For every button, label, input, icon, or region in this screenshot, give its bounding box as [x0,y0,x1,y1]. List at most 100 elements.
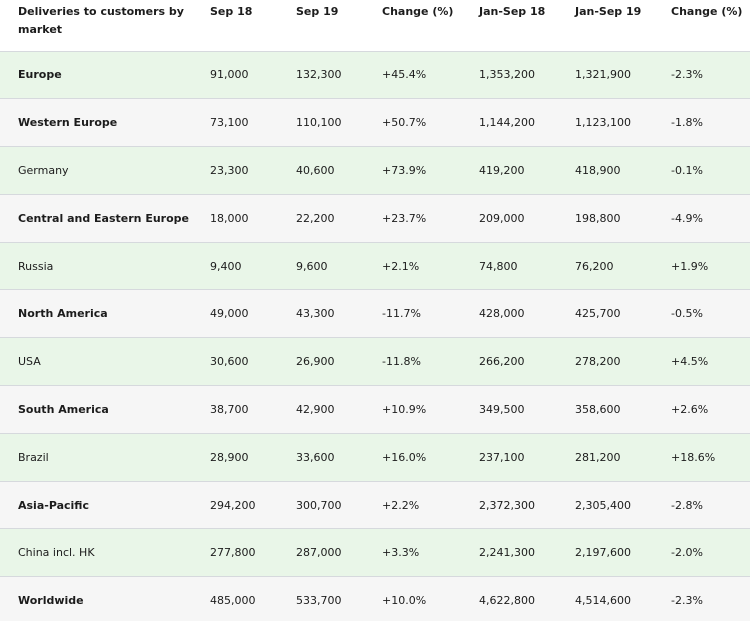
header-market: Deliveries to customers by market [0,0,210,51]
table-row: Europe 91,000 132,300 +45.4% 1,353,200 1,321,… [0,51,750,99]
change-ytd-cell: -2.0% [671,528,750,577]
market-cell: Brazil [0,433,210,482]
header-row: Deliveries to customers by market Sep 18… [0,0,750,51]
table-row: Russia 9,400 9,600 +2.1% 74,800 76,200 +1.9% [0,242,750,290]
table-row: Brazil 28,900 33,600 +16.0% 237,100 281,200 +1… [0,433,750,482]
jan-sep-19-cell: 278,200 [575,337,671,386]
change-month-cell: +73.9% [382,146,479,195]
jan-sep-18-cell: 1,353,200 [479,51,575,99]
table-row: Central and Eastern Europe 18,000 22,200 +2… [0,194,750,243]
market-cell: Western Europe [0,98,210,147]
sep-19-cell: 22,200 [296,194,382,243]
table-row: Worldwide 485,000 533,700 +10.0% 4,622,800 4,… [0,576,750,621]
jan-sep-19-cell: 425,700 [575,289,671,338]
market-cell: China incl. HK [0,528,210,577]
change-month-cell: +23.7% [382,194,479,243]
jan-sep-19-cell: 76,200 [575,242,671,290]
sep-18-cell: 38,700 [210,385,296,434]
jan-sep-18-cell: 74,800 [479,242,575,290]
jan-sep-19-cell: 281,200 [575,433,671,482]
change-month-cell: +2.2% [382,481,479,529]
header-change-ytd: Change (%) [671,0,750,51]
change-ytd-cell: -0.1% [671,146,750,195]
jan-sep-18-cell: 2,241,300 [479,528,575,577]
sep-18-cell: 485,000 [210,576,296,621]
header-jan-sep-19: Jan-Sep 19 [575,0,671,51]
sep-19-cell: 110,100 [296,98,382,147]
jan-sep-18-cell: 4,622,800 [479,576,575,621]
change-ytd-cell: -2.3% [671,51,750,99]
change-month-cell: +50.7% [382,98,479,147]
change-ytd-cell: -0.5% [671,289,750,338]
sep-19-cell: 287,000 [296,528,382,577]
table-header: Deliveries to customers by market Sep 18… [0,0,750,51]
jan-sep-19-cell: 358,600 [575,385,671,434]
table-row: China incl. HK 277,800 287,000 +3.3% 2,241,3… [0,528,750,577]
jan-sep-19-cell: 2,305,400 [575,481,671,529]
change-month-cell: -11.7% [382,289,479,338]
change-month-cell: -11.8% [382,337,479,386]
sep-18-cell: 23,300 [210,146,296,195]
change-month-cell: +3.3% [382,528,479,577]
change-month-cell: +16.0% [382,433,479,482]
change-month-cell: +2.1% [382,242,479,290]
sep-19-cell: 40,600 [296,146,382,195]
change-ytd-cell: -1.8% [671,98,750,147]
sep-18-cell: 294,200 [210,481,296,529]
market-cell: Asia-Pacific [0,481,210,529]
header-jan-sep-18: Jan-Sep 18 [479,0,575,51]
sep-19-cell: 132,300 [296,51,382,99]
table-row: Western Europe 73,100 110,100 +50.7% 1,144,2… [0,98,750,147]
jan-sep-19-cell: 2,197,600 [575,528,671,577]
market-cell: Russia [0,242,210,290]
change-ytd-cell: -2.3% [671,576,750,621]
header-change-month: Change (%) [382,0,479,51]
change-month-cell: +10.9% [382,385,479,434]
sep-18-cell: 28,900 [210,433,296,482]
sep-19-cell: 533,700 [296,576,382,621]
table-row: North America 49,000 43,300 -11.7% 428,000 42… [0,289,750,338]
sep-18-cell: 277,800 [210,528,296,577]
jan-sep-18-cell: 428,000 [479,289,575,338]
jan-sep-19-cell: 1,123,100 [575,98,671,147]
jan-sep-18-cell: 266,200 [479,337,575,386]
market-cell: USA [0,337,210,386]
table-row: Germany 23,300 40,600 +73.9% 419,200 418,900-… [0,146,750,195]
jan-sep-18-cell: 349,500 [479,385,575,434]
sep-19-cell: 33,600 [296,433,382,482]
table-row: USA 30,600 26,900 -11.8% 266,200 278,200 +4.5% [0,337,750,386]
sep-18-cell: 18,000 [210,194,296,243]
jan-sep-19-cell: 1,321,900 [575,51,671,99]
market-cell: South America [0,385,210,434]
sep-18-cell: 73,100 [210,98,296,147]
sep-18-cell: 30,600 [210,337,296,386]
change-month-cell: +45.4% [382,51,479,99]
change-ytd-cell: -4.9% [671,194,750,243]
jan-sep-18-cell: 237,100 [479,433,575,482]
jan-sep-18-cell: 419,200 [479,146,575,195]
change-ytd-cell: +2.6% [671,385,750,434]
sep-18-cell: 49,000 [210,289,296,338]
change-month-cell: +10.0% [382,576,479,621]
sep-19-cell: 300,700 [296,481,382,529]
market-cell: Germany [0,146,210,195]
jan-sep-18-cell: 1,144,200 [479,98,575,147]
market-cell: North America [0,289,210,338]
sep-19-cell: 43,300 [296,289,382,338]
change-ytd-cell: +4.5% [671,337,750,386]
jan-sep-18-cell: 209,000 [479,194,575,243]
header-sep-18: Sep 18 [210,0,296,51]
change-ytd-cell: -2.8% [671,481,750,529]
table-row: South America 38,700 42,900 +10.9% 349,500 35… [0,385,750,434]
jan-sep-19-cell: 198,800 [575,194,671,243]
table-row: Asia-Pacific 294,200 300,700 +2.2% 2,372,300… [0,481,750,529]
sep-18-cell: 9,400 [210,242,296,290]
change-ytd-cell: +1.9% [671,242,750,290]
sep-19-cell: 42,900 [296,385,382,434]
market-cell: Central and Eastern Europe [0,194,210,243]
jan-sep-19-cell: 4,514,600 [575,576,671,621]
sep-18-cell: 91,000 [210,51,296,99]
table-body: Europe 91,000 132,300 +45.4% 1,353,200 1,321,… [0,51,750,621]
market-cell: Worldwide [0,576,210,621]
market-cell: Europe [0,51,210,99]
